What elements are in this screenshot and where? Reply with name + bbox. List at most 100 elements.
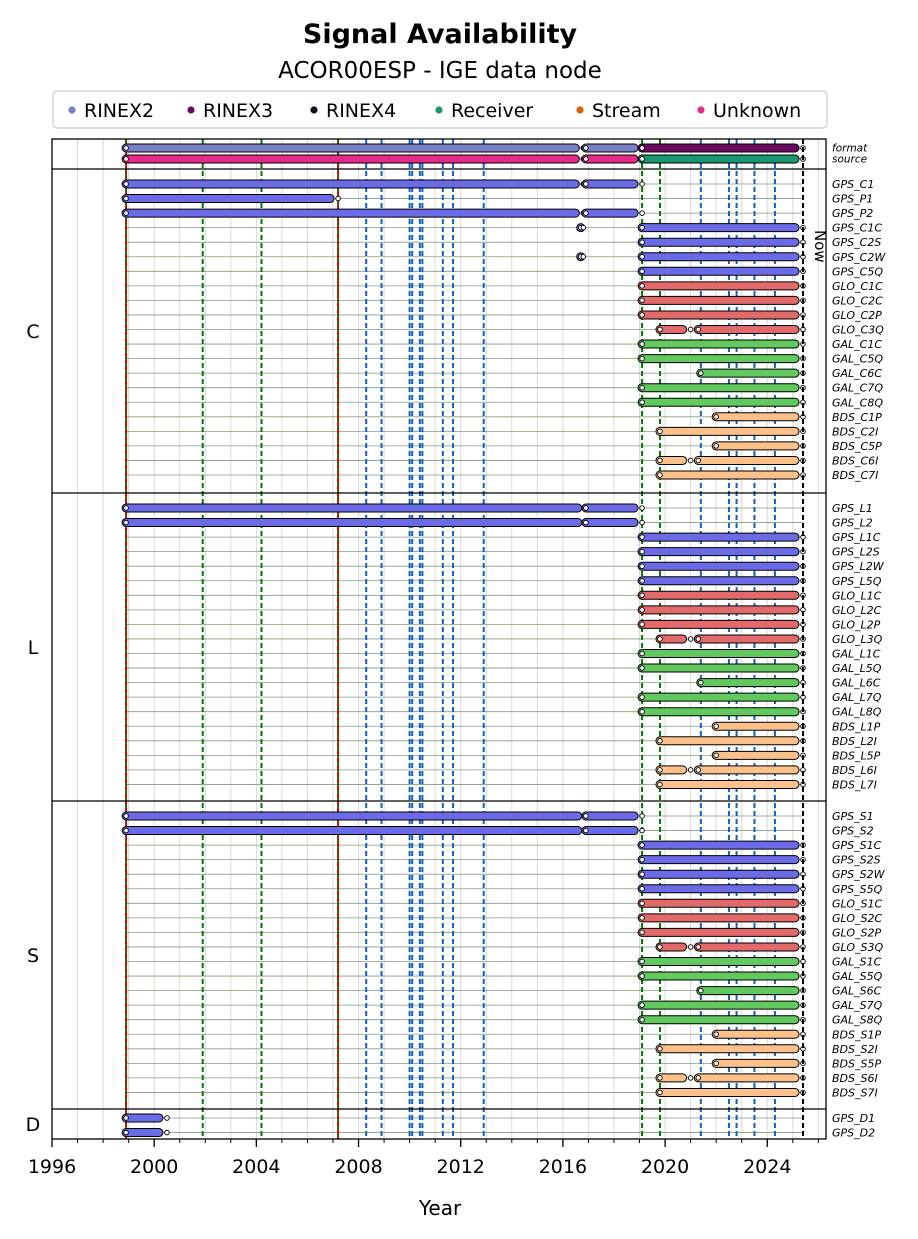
availability-bar xyxy=(121,179,580,189)
availability-bar xyxy=(637,281,800,291)
availability-bar xyxy=(637,971,800,981)
bar-start-marker xyxy=(639,268,645,275)
bar-start-marker xyxy=(695,457,702,464)
availability-bar xyxy=(696,986,800,996)
bar-start-marker xyxy=(657,781,663,788)
bar-start-marker xyxy=(639,1016,645,1023)
bar-start-marker xyxy=(123,210,129,216)
availability-bar xyxy=(637,223,800,233)
row-label: GAL_C7Q xyxy=(832,382,883,395)
bar-start-marker xyxy=(583,813,589,819)
x-tick-label: 2016 xyxy=(539,1156,587,1178)
availability-bar xyxy=(637,855,800,865)
availability-bar xyxy=(581,811,639,821)
bar-start-marker xyxy=(123,519,129,526)
availability-bar xyxy=(637,840,800,850)
bar-start-marker xyxy=(639,312,645,318)
availability-bar xyxy=(121,143,580,153)
bar-start-marker xyxy=(639,621,645,628)
bar-start-marker xyxy=(657,738,663,744)
row-label: GPS_C5Q xyxy=(832,265,883,278)
bar-start-marker xyxy=(583,827,589,834)
legend-marker xyxy=(68,106,76,114)
availability-bar xyxy=(637,1000,800,1010)
row-label: GPS_C2S xyxy=(832,236,881,249)
bar-start-marker xyxy=(639,592,645,599)
bar-start-marker xyxy=(698,370,704,376)
row-label: GAL_L5Q xyxy=(832,662,882,675)
availability-bar xyxy=(711,412,800,422)
bar-start-marker xyxy=(639,856,645,863)
row-label: GPS_L2S xyxy=(832,546,880,559)
bar-start-marker xyxy=(123,145,129,151)
bar-start-marker xyxy=(639,548,645,555)
availability-bar xyxy=(637,884,800,894)
bar-start-marker xyxy=(657,636,663,642)
row-label: GPS_P2 xyxy=(832,207,873,220)
bar-start-marker xyxy=(698,987,704,994)
row-label: GPS_L1 xyxy=(832,502,873,515)
bar-start-marker xyxy=(639,384,645,391)
bar-start-marker xyxy=(639,650,645,657)
bar-start-marker xyxy=(713,752,719,759)
availability-bar xyxy=(637,295,800,305)
bar-end-marker xyxy=(335,195,341,202)
availability-bar xyxy=(655,470,800,480)
availability-bar xyxy=(121,826,583,836)
bar-start-marker xyxy=(639,534,645,540)
chart-title: Signal Availability xyxy=(303,19,578,50)
legend-label: Receiver xyxy=(451,100,533,122)
bar-start-marker xyxy=(639,156,645,162)
bar-start-marker xyxy=(639,708,645,715)
row-label: BDS_L2I xyxy=(832,735,877,748)
legend-label: RINEX4 xyxy=(326,100,396,122)
availability-bar xyxy=(121,208,580,218)
row-label: BDS_S5P xyxy=(832,1057,881,1070)
row-label: GAL_L8Q xyxy=(832,706,882,719)
availability-bar xyxy=(121,503,583,513)
row-label: BDS_S6I xyxy=(832,1072,878,1085)
availability-bar xyxy=(121,518,583,528)
bar-start-marker xyxy=(639,399,645,406)
bar-start-marker xyxy=(583,181,589,187)
row-label: BDS_S1P xyxy=(832,1028,881,1041)
availability-bar xyxy=(655,426,800,436)
x-tick-label: 2008 xyxy=(334,1156,382,1178)
bar-start-marker xyxy=(657,767,663,773)
bar-start-marker xyxy=(639,973,645,979)
row-label: GAL_S6C xyxy=(832,985,882,998)
row-label: GAL_L7Q xyxy=(832,691,882,704)
bar-start-marker xyxy=(639,886,645,892)
availability-bar xyxy=(637,576,800,586)
bar-start-marker xyxy=(713,1060,719,1067)
availability-bar xyxy=(637,266,800,276)
availability-bar xyxy=(637,154,800,164)
row-label: GAL_C6C xyxy=(832,367,882,380)
row-label: GPS_S5Q xyxy=(832,883,883,896)
availability-bar xyxy=(581,179,639,189)
availability-bar xyxy=(711,1058,800,1068)
availability-bar xyxy=(637,547,800,557)
x-axis-label: Year xyxy=(418,1196,462,1220)
row-label: BDS_C6I xyxy=(832,454,878,467)
availability-bar xyxy=(637,707,800,717)
availability-bar xyxy=(711,750,800,760)
x-tick-label: 1996 xyxy=(28,1156,76,1178)
bar-start-marker xyxy=(123,505,129,511)
row-label: BDS_L7I xyxy=(832,778,877,791)
x-tick-label: 2020 xyxy=(641,1156,689,1178)
row-label: GLO_S2P xyxy=(832,926,881,939)
row-label: GPS_S2S xyxy=(832,854,881,867)
bar-start-marker xyxy=(583,505,589,511)
bar-start-marker xyxy=(123,1129,129,1136)
plot-frame xyxy=(51,138,827,1140)
row-label: BDS_C7I xyxy=(832,469,878,482)
availability-bar xyxy=(121,1128,164,1138)
availability-bar xyxy=(637,619,800,629)
row-label: GPS_S1C xyxy=(832,839,882,852)
bar-start-marker xyxy=(713,414,719,420)
row-label: GAL_S1C xyxy=(832,956,882,969)
bar-end-marker xyxy=(639,505,645,511)
availability-bar xyxy=(696,368,800,378)
bar-start-marker xyxy=(639,563,645,569)
